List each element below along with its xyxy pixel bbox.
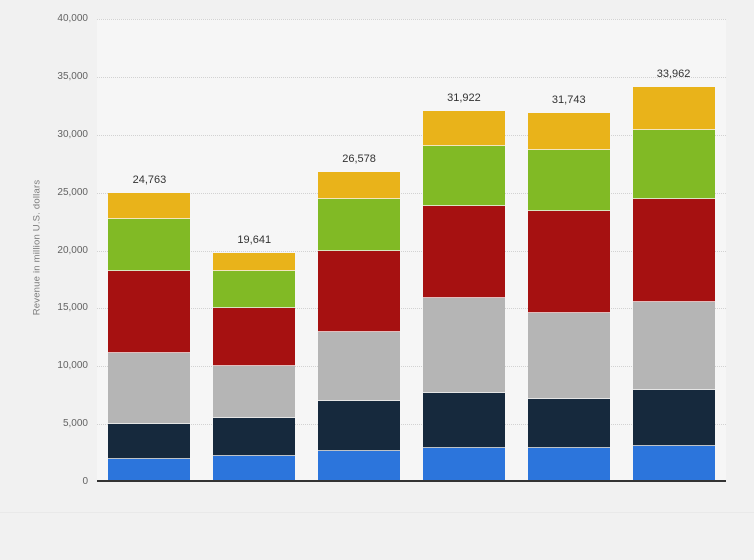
bar-6-segment-gray[interactable] — [632, 302, 715, 391]
bar-5[interactable] — [527, 112, 610, 480]
y-tick-label: 15,000 — [57, 302, 88, 314]
gridline-5,000 — [97, 424, 726, 426]
gridline-30,000 — [97, 134, 726, 136]
bar-1-segment-blue[interactable] — [108, 458, 191, 480]
bar-5-segment-dark-blue[interactable] — [527, 399, 610, 448]
bar-6[interactable] — [632, 86, 715, 480]
y-tick-label: 0 — [82, 476, 88, 487]
y-tick-label: 40,000 — [57, 13, 88, 24]
bar-6-segment-dark-red[interactable] — [632, 199, 715, 303]
bar-total-label: 33,962 — [656, 67, 691, 80]
bar-2[interactable] — [213, 252, 296, 480]
plot-area: 24,763 19,641 26,578 31,922 31,743 33,962 — [97, 19, 726, 482]
bar-6-segment-gold[interactable] — [632, 86, 715, 130]
bar-2-segment-blue[interactable] — [213, 455, 296, 480]
bar-total-label: 31,922 — [447, 91, 481, 104]
bar-2-segment-green[interactable] — [213, 271, 296, 309]
bar-3-segment-gray[interactable] — [318, 332, 401, 402]
bar-6-segment-blue[interactable] — [632, 446, 715, 480]
gridline-15,000 — [97, 308, 726, 310]
y-tick-label: 10,000 — [57, 360, 88, 372]
bar-6-segment-green[interactable] — [632, 129, 715, 200]
bar-2-segment-dark-blue[interactable] — [213, 417, 296, 456]
bar-4-segment-green[interactable] — [422, 145, 505, 206]
bar-2-segment-gold[interactable] — [213, 252, 296, 272]
bar-4-segment-dark-blue[interactable] — [422, 392, 505, 448]
bar-3-segment-dark-blue[interactable] — [318, 401, 401, 451]
y-tick-label: 5,000 — [62, 418, 88, 430]
x-axis-line — [97, 480, 726, 482]
bar-6-segment-dark-blue[interactable] — [632, 390, 715, 447]
gridline-10,000 — [97, 366, 726, 368]
bar-3[interactable] — [318, 172, 401, 480]
gridline-35,000 — [97, 76, 726, 78]
bar-1-segment-dark-red[interactable] — [108, 270, 191, 353]
y-tick-label: 20,000 — [57, 244, 88, 256]
bar-total-label: 24,763 — [132, 174, 167, 187]
bar-5-segment-dark-red[interactable] — [527, 210, 610, 314]
gridline-40,000 — [97, 19, 726, 20]
bar-2-segment-dark-red[interactable] — [213, 308, 296, 366]
bar-1-segment-gray[interactable] — [108, 352, 191, 425]
bar-4-segment-gray[interactable] — [422, 297, 505, 393]
bar-total-label: 19,641 — [237, 233, 272, 246]
bar-3-segment-blue[interactable] — [318, 450, 401, 480]
bar-5-segment-blue[interactable] — [527, 447, 610, 480]
gridline-25,000 — [97, 192, 726, 194]
gridline-20,000 — [97, 250, 726, 252]
bar-1[interactable] — [108, 193, 191, 480]
bar-5-segment-gold[interactable] — [527, 112, 610, 151]
bar-4[interactable] — [422, 110, 505, 480]
bar-4-segment-blue[interactable] — [422, 447, 505, 480]
bar-5-segment-green[interactable] — [527, 150, 610, 211]
bar-5-segment-gray[interactable] — [527, 313, 610, 400]
y-tick-label: 30,000 — [57, 128, 88, 140]
bar-3-segment-gold[interactable] — [318, 172, 401, 200]
bar-4-segment-dark-red[interactable] — [422, 205, 505, 298]
bar-3-segment-green[interactable] — [318, 199, 401, 251]
bar-total-label: 26,578 — [342, 153, 376, 166]
bar-total-label: 31,743 — [551, 93, 586, 106]
bar-1-segment-dark-blue[interactable] — [108, 424, 191, 459]
y-tick-label: 35,000 — [57, 70, 88, 82]
bar-1-segment-green[interactable] — [108, 219, 191, 271]
bottom-divider — [0, 512, 754, 513]
bar-2-segment-gray[interactable] — [213, 365, 296, 418]
bar-4-segment-gold[interactable] — [422, 110, 505, 146]
y-tick-label: 25,000 — [57, 186, 88, 198]
bar-1-segment-gold[interactable] — [108, 193, 191, 220]
bar-3-segment-dark-red[interactable] — [318, 250, 401, 333]
